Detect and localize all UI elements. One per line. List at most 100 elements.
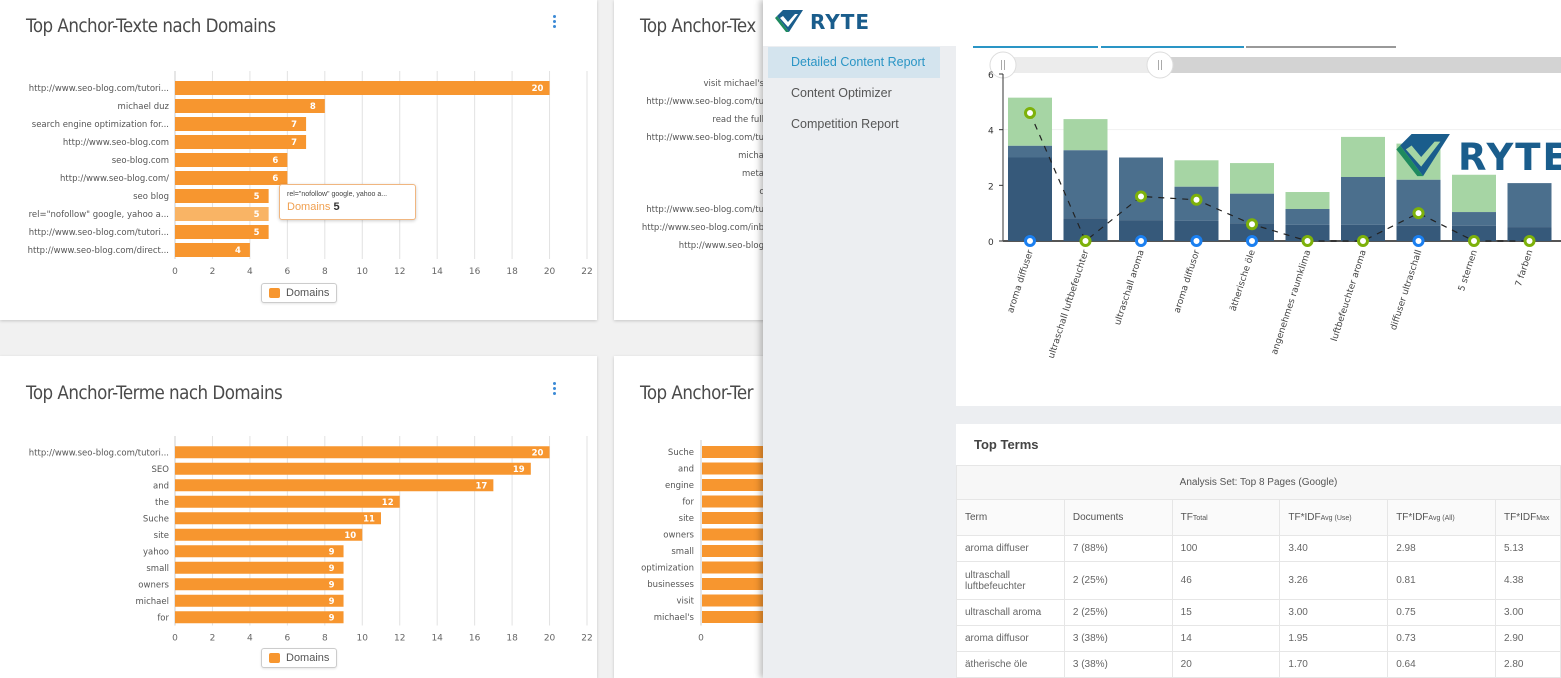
line-point <box>1301 235 1314 247</box>
category-label: http://www.seo-blog.com/tutori... <box>29 448 169 458</box>
card-title: Top Anchor-Tex <box>640 15 756 37</box>
table-cell: 3.00 <box>1494 599 1561 626</box>
tab-underline-1[interactable] <box>973 46 1098 48</box>
bar <box>175 207 269 221</box>
column-header[interactable]: TF*IDFAvg (All) <box>1387 499 1496 536</box>
tfidf-chart-panel: 0 2 4 6 aroma diffuser ultraschall luftbefeuc… <box>956 46 1561 406</box>
table-cell: 3 (38%) <box>1063 651 1173 678</box>
ryte-watermark: RYTE <box>1396 134 1561 180</box>
x-tick-label: 20 <box>544 634 556 644</box>
nav-item-content-optimizer[interactable]: Content Optimizer <box>791 86 892 100</box>
category-label: Suche <box>143 514 169 524</box>
x-tick-label: ätherische öle <box>1229 248 1258 312</box>
category-label: read the full <box>712 115 764 125</box>
top-terms-panel: Top Terms Analysis Set: Top 8 Pages (Goo… <box>956 424 1561 678</box>
x-tick-label: 0 <box>698 634 704 644</box>
y-tick-label: 2 <box>988 182 994 192</box>
bar-avg-use <box>1230 193 1274 224</box>
line-point <box>1079 235 1092 247</box>
data-label: 20 <box>532 84 544 94</box>
y-tick-label: 6 <box>988 71 994 81</box>
table-cell: 0.73 <box>1387 625 1496 652</box>
x-tick-label: 0 <box>172 267 178 277</box>
ryte-watermark-icon <box>1396 134 1450 177</box>
anchor-terms-bar-chart: 0 2 4 6 8 10 12 14 16 18 20 22 http://www.seo-blog.c… <box>29 436 593 644</box>
table-row[interactable]: ätherische öle 3 (38%) 20 1.70 0.64 2.80 <box>956 651 1561 678</box>
category-label: yahoo <box>143 547 169 557</box>
bar-avg-use <box>1341 176 1385 225</box>
table-cell: 14 <box>1171 625 1281 652</box>
chart-legend[interactable]: Domains <box>261 283 338 303</box>
table-cell: 20 <box>1171 651 1281 678</box>
category-label: meta <box>741 169 764 179</box>
table-cell: 100 <box>1171 535 1281 562</box>
x-tick-label: 20 <box>544 267 556 277</box>
data-label: 5 <box>254 210 260 220</box>
tab-underline-2[interactable] <box>1101 46 1244 48</box>
category-label: and <box>678 465 694 475</box>
category-label: c <box>759 187 764 197</box>
top-terms-title: Top Terms <box>974 437 1039 452</box>
bar <box>175 171 288 185</box>
line-point <box>1135 190 1147 203</box>
bar <box>175 495 400 508</box>
category-label: for <box>157 613 169 623</box>
bar <box>175 153 288 167</box>
table-cell: 0.75 <box>1387 599 1496 626</box>
chart-legend[interactable]: Domains <box>261 648 338 668</box>
table-cell: 3 (38%) <box>1063 625 1173 652</box>
table-row[interactable]: aroma diffusor 3 (38%) 14 1.95 0.73 2.90 <box>956 625 1561 652</box>
x-tick-label: ultraschall aroma <box>1113 249 1147 327</box>
tfidf-stacked-bar-chart: 0 2 4 6 aroma diffuser ultraschall luftbefeuc… <box>988 51 1561 360</box>
bar <box>175 243 250 257</box>
bar <box>175 462 531 475</box>
table-cell: 3.40 <box>1279 535 1389 562</box>
data-label: 10 <box>344 531 356 541</box>
bar-avg-use <box>1507 183 1552 228</box>
x-tick-label: 4 <box>247 634 253 644</box>
x-tick-label: 10 <box>357 634 369 644</box>
category-label: http://www.seo-blog.com/tu <box>646 133 764 143</box>
category-label: owners <box>663 531 694 541</box>
more-options-icon[interactable] <box>551 382 557 395</box>
bar <box>175 99 325 113</box>
category-label: http://www.seo-blog.com/tutori... <box>29 84 169 94</box>
x-tick-label: 8 <box>322 267 328 277</box>
legend-swatch <box>269 653 280 663</box>
bar <box>175 117 307 131</box>
table-row[interactable]: aroma diffuser 7 (88%) 100 3.40 2.98 5.13 <box>956 535 1561 562</box>
data-label: 11 <box>363 514 375 524</box>
column-header[interactable]: TFTotal <box>1171 499 1281 536</box>
ryte-logo[interactable]: RYTE <box>775 10 870 34</box>
bar-avg-use <box>1119 157 1163 221</box>
x-tick-label: aroma diffusor <box>1173 249 1203 315</box>
data-label: 4 <box>235 246 241 256</box>
x-tick-label: 6 <box>284 267 290 277</box>
table-cell: ultraschall luftbefeuchter <box>956 561 1065 600</box>
column-header[interactable]: TF*IDFMax <box>1494 499 1561 536</box>
column-header-sublabel: Total <box>1192 515 1208 522</box>
tab-underline-3[interactable] <box>1246 46 1396 48</box>
table-cell: 15 <box>1171 599 1281 626</box>
bar <box>175 545 344 558</box>
data-label: 6 <box>272 156 278 166</box>
table-row[interactable]: ultraschall luftbefeuchter 2 (25%) 46 3.26 0… <box>956 561 1561 600</box>
bar <box>175 594 344 607</box>
nav-item-competition-report[interactable]: Competition Report <box>791 117 899 131</box>
own-page-line <box>1029 112 1530 242</box>
category-label: optimization <box>641 564 694 574</box>
nav-item-detailed-content-report[interactable]: Detailed Content Report <box>768 47 940 78</box>
data-label: 6 <box>272 174 278 184</box>
column-header[interactable]: Term <box>956 499 1065 536</box>
category-label: small <box>146 564 169 574</box>
bar-max <box>1341 136 1385 177</box>
bar <box>175 81 550 95</box>
x-tick-label: 16 <box>469 634 481 644</box>
column-header-sublabel: Avg (Use) <box>1320 515 1352 522</box>
column-header[interactable]: TF*IDFAvg (Use) <box>1279 499 1389 536</box>
category-label: the <box>155 498 169 508</box>
more-options-icon[interactable] <box>551 15 557 28</box>
table-row[interactable]: ultraschall aroma 2 (25%) 15 3.00 0.75 3.00 <box>956 599 1561 626</box>
table-cell: aroma diffusor <box>956 625 1065 652</box>
column-header[interactable]: Documents <box>1063 499 1173 536</box>
